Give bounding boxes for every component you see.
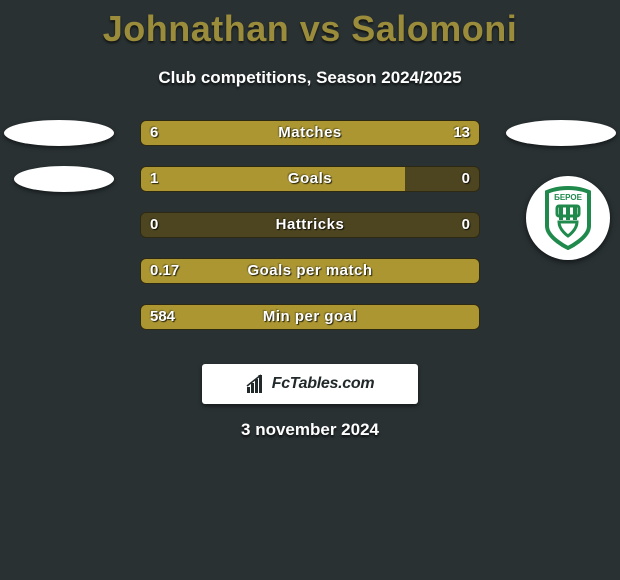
comparison-chart: 6Matches131Goals00Hattricks00.17Goals pe… xyxy=(0,120,620,350)
stat-row: 584Min per goal xyxy=(0,304,620,350)
brand-box: FcTables.com xyxy=(202,364,418,404)
team-crest-left xyxy=(14,166,114,192)
svg-text:БЕРОЕ: БЕРОЕ xyxy=(554,193,583,202)
stat-label: Hattricks xyxy=(140,212,480,238)
brand-text: FcTables.com xyxy=(272,375,375,393)
team-crest-right xyxy=(506,120,616,146)
stat-value-right: 0 xyxy=(462,212,470,238)
subtitle: Club competitions, Season 2024/2025 xyxy=(0,68,620,88)
stat-label: Goals per match xyxy=(140,258,480,284)
team-crest-right-large: БЕРОЕ xyxy=(526,176,610,260)
stat-row: 0.17Goals per match xyxy=(0,258,620,304)
date-label: 3 november 2024 xyxy=(0,420,620,440)
team-crest-left xyxy=(4,120,114,146)
stat-label: Matches xyxy=(140,120,480,146)
brand-bars-icon xyxy=(246,373,268,395)
stat-label: Goals xyxy=(140,166,480,192)
stat-row: 6Matches13 xyxy=(0,120,620,166)
stat-value-right: 0 xyxy=(462,166,470,192)
stat-value-right: 13 xyxy=(453,120,470,146)
page-title: Johnathan vs Salomoni xyxy=(0,0,620,50)
stat-label: Min per goal xyxy=(140,304,480,330)
beroe-badge-icon: БЕРОЕ xyxy=(541,186,595,250)
